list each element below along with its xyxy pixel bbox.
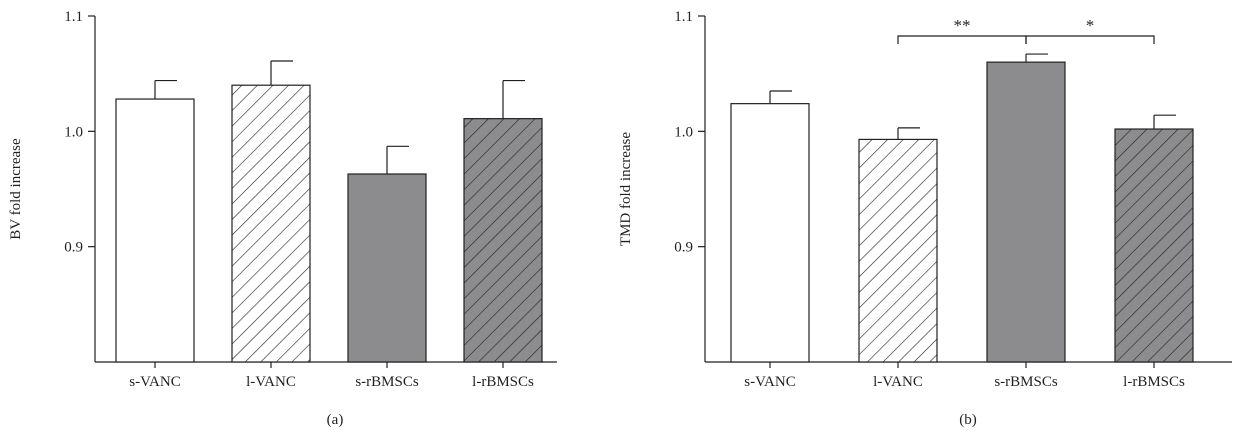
bar-s-rBMSCs <box>986 61 1066 363</box>
y-tick-label: 0.9 <box>64 240 83 256</box>
bar-l-rBMSCs <box>463 118 543 363</box>
bar-l-VANC <box>858 138 938 363</box>
significance-bracket <box>1025 35 1155 44</box>
bar-l-rBMSCs <box>1114 128 1194 363</box>
chart-panel-a: 0.9 1.0 1.1 BV fold increase s-VANC l-VANC s-r… <box>8 9 557 428</box>
bar-l-VANC <box>231 84 311 363</box>
y-axis-label: TMD fold increase <box>618 132 634 246</box>
bar-s-rBMSCs <box>347 173 427 363</box>
x-tick-label: s-rBMSCs <box>994 374 1058 390</box>
y-tick-label: 0.9 <box>674 240 693 256</box>
x-tick-label: l-rBMSCs <box>472 374 534 390</box>
panel-label: (b) <box>959 412 977 428</box>
significance-label: ** <box>954 16 971 35</box>
x-tick-label: l-rBMSCs <box>1123 374 1185 390</box>
bar-s-VANC <box>115 98 195 363</box>
panel-label: (a) <box>327 412 344 428</box>
bar-s-VANC <box>730 103 810 363</box>
y-tick-label: 1.0 <box>64 124 83 140</box>
x-tick-label: s-VANC <box>129 374 180 390</box>
chart-panel-b: 0.9 1.0 1.1 TMD fold increase s-VANC l-VANC s-… <box>618 9 1232 428</box>
significance-label: * <box>1086 16 1095 35</box>
significance-bracket <box>897 35 1027 44</box>
x-tick-label: s-rBMSCs <box>355 374 419 390</box>
y-tick-label: 1.0 <box>674 124 693 140</box>
y-tick-label: 1.1 <box>64 9 83 25</box>
y-axis-label: BV fold increase <box>8 138 24 240</box>
x-tick-label: s-VANC <box>744 374 795 390</box>
x-tick-label: l-VANC <box>873 374 923 390</box>
y-tick-label: 1.1 <box>674 9 693 25</box>
x-tick-label: l-VANC <box>246 374 296 390</box>
